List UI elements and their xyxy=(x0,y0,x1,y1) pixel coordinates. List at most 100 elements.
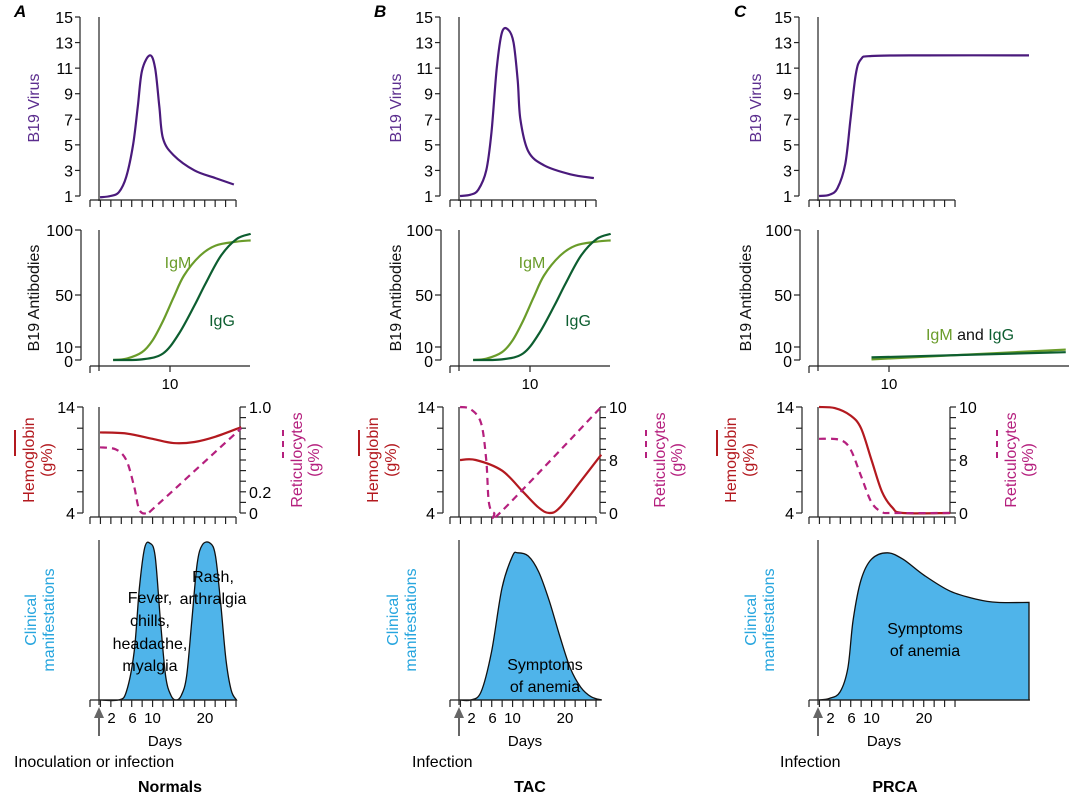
day-tick-label: 20 xyxy=(197,710,214,727)
day-tick-label: 2 xyxy=(826,710,834,727)
igg-curve xyxy=(871,351,1066,359)
reticulocyte-tick-label: 8 xyxy=(959,453,968,470)
event-label: Inoculation or infection xyxy=(14,754,174,771)
y-tick-label: 11 xyxy=(56,61,73,78)
hemoglobin-curve xyxy=(99,426,242,445)
reticulocyte-curve xyxy=(459,405,603,521)
y-tick-label: 7 xyxy=(64,112,73,129)
panel-title: TAC xyxy=(514,779,546,796)
clinical-y-label-line2: manifestations xyxy=(761,568,778,671)
reticulocyte-tick-label: 8 xyxy=(609,453,618,470)
y-tick-label: 9 xyxy=(783,87,792,104)
reticulocyte-tick-label: 10 xyxy=(609,400,627,417)
antibody-y-label: B19 Antibodies xyxy=(738,245,755,352)
x-tick-label: 10 xyxy=(162,376,179,393)
x-tick-label: 10 xyxy=(522,376,539,393)
y-tick-label: 1 xyxy=(424,189,433,206)
clinical-annotation: Rash, xyxy=(192,569,234,586)
panel-title: PRCA xyxy=(872,779,918,796)
y-tick-label: 9 xyxy=(424,87,433,104)
igm-label: IgM xyxy=(926,327,953,344)
clinical-y-label-line2: manifestations xyxy=(41,568,58,671)
event-label: Infection xyxy=(412,754,472,771)
reticulocyte-tick-label: 0.2 xyxy=(249,485,271,502)
y-tick-label: 100 xyxy=(765,223,792,240)
reticulocyte-y-label: Reticulocytes xyxy=(289,412,306,507)
hemoglobin-y-label: Hemoglobin xyxy=(365,417,382,502)
day-tick-label: 20 xyxy=(557,710,574,727)
y-tick-label: 11 xyxy=(416,61,433,78)
y-tick-label: 3 xyxy=(783,163,792,180)
y-tick-label: 1 xyxy=(783,189,792,206)
panel-title: Normals xyxy=(138,779,202,796)
igg-curve xyxy=(473,232,612,362)
y-tick-label: 9 xyxy=(64,87,73,104)
hemoglobin-curve xyxy=(818,405,951,515)
igg-label: IgG xyxy=(209,313,235,330)
hemoglobin-y-label: Hemoglobin xyxy=(21,417,38,502)
reticulocyte-tick-label: 0 xyxy=(959,506,968,523)
panel-letter: A xyxy=(13,2,26,21)
virus-curve xyxy=(459,26,595,198)
reticulocyte-curve xyxy=(818,437,951,515)
day-tick-label: 6 xyxy=(128,710,136,727)
y-tick-label: 5 xyxy=(783,138,792,155)
days-x-label: Days xyxy=(148,733,182,750)
clinical-annotation: Symptoms xyxy=(887,621,963,638)
y-tick-label: 10 xyxy=(774,340,792,357)
y-tick-label: 50 xyxy=(774,288,792,305)
igm-curve xyxy=(113,239,251,362)
arrow-head-icon xyxy=(454,707,464,718)
hemoglobin-unit-label: (g%) xyxy=(383,443,400,477)
y-tick-label: 0 xyxy=(783,354,792,371)
igg-label: IgG xyxy=(988,327,1014,344)
hemoglobin-tick-label: 14 xyxy=(417,400,435,417)
y-tick-label: 15 xyxy=(415,10,433,27)
igm-label: IgM xyxy=(519,255,546,272)
y-tick-label: 3 xyxy=(424,163,433,180)
day-tick-label: 2 xyxy=(467,710,475,727)
panel-letter: C xyxy=(734,2,747,21)
reticulocyte-tick-label: 0 xyxy=(609,506,618,523)
clinical-annotation: of anemia xyxy=(890,643,960,660)
clinical-chart: 2 6 10 20 Days Fever, chills, headache, myalgia R… xyxy=(14,540,246,771)
y-tick-label: 11 xyxy=(775,61,792,78)
day-tick-label: 2 xyxy=(107,710,115,727)
clinical-annotation: Fever, xyxy=(128,590,172,607)
y-tick-label: 10 xyxy=(55,340,73,357)
y-tick-label: 13 xyxy=(774,36,792,53)
reticulocyte-unit-label: (g%) xyxy=(669,443,686,477)
clinical-y-label: Clinical xyxy=(385,594,402,646)
panel-letter: B xyxy=(374,2,386,21)
clinical-y-label: Clinical xyxy=(23,594,40,646)
hemoglobin-curve xyxy=(459,454,603,515)
igg-label: IgG xyxy=(565,313,591,330)
clinical-annotation: of anemia xyxy=(510,679,580,696)
clinical-chart: 2 6 10 20 Days Symptoms of anemia Clinical manif… xyxy=(385,540,602,771)
clinical-annotation: headache, xyxy=(113,636,188,653)
y-tick-label: 10 xyxy=(415,340,433,357)
arrow-head-icon xyxy=(94,707,104,718)
igg-curve xyxy=(113,232,252,362)
reticulocyte-tick-label: 1.0 xyxy=(249,400,271,417)
igm-curve xyxy=(473,239,611,362)
antibody-y-label: B19 Antibodies xyxy=(388,245,405,352)
day-tick-label: 10 xyxy=(863,710,880,727)
hemoglobin-tick-label: 4 xyxy=(66,506,75,523)
hemoglobin-tick-label: 14 xyxy=(57,400,75,417)
clinical-area xyxy=(459,551,602,702)
day-tick-label: 10 xyxy=(504,710,521,727)
clinical-annotation: Symptoms xyxy=(507,657,583,674)
x-tick-label: 10 xyxy=(881,376,898,393)
day-tick-label: 20 xyxy=(916,710,933,727)
y-tick-label: 100 xyxy=(406,223,433,240)
event-label: Infection xyxy=(780,754,840,771)
y-tick-label: 0 xyxy=(64,354,73,371)
